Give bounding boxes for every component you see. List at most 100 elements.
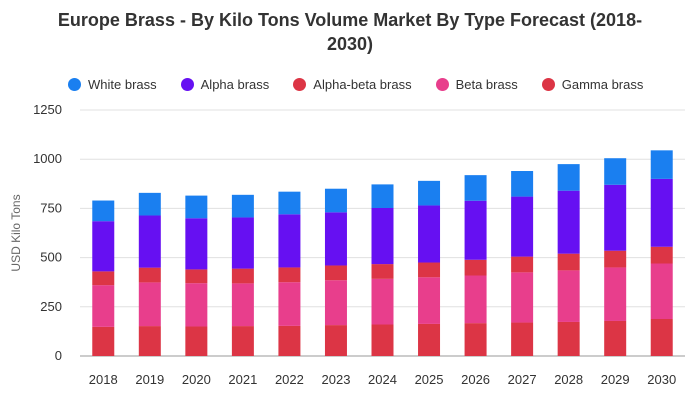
chart-legend: White brass Alpha brass Alpha-beta brass Be… [68, 75, 667, 93]
bar-segment[interactable] [185, 283, 208, 327]
bar-segment[interactable] [324, 188, 347, 213]
bar-segment[interactable] [231, 194, 254, 218]
bar-segment[interactable] [604, 320, 627, 356]
bar-segment[interactable] [92, 200, 115, 222]
chart-title-line-2: 2030) [326, 34, 374, 54]
bar-segment[interactable] [418, 277, 441, 324]
bar-segment[interactable] [418, 180, 441, 206]
bar-segment[interactable] [324, 265, 347, 281]
bar-segment[interactable] [278, 282, 301, 326]
bar-stack [511, 171, 534, 356]
bar-segment[interactable] [604, 250, 627, 268]
bar-segment[interactable] [371, 324, 394, 356]
bar-segment[interactable] [557, 321, 580, 356]
bar-segment[interactable] [138, 282, 161, 327]
x-tick-label: 2020 [182, 372, 211, 387]
bar-segment[interactable] [371, 208, 394, 265]
y-tick-label: 0 [55, 348, 62, 363]
bar-segment[interactable] [604, 184, 627, 251]
bar-segment[interactable] [464, 259, 487, 276]
legend-marker [180, 77, 194, 91]
y-tick-label: 500 [40, 250, 62, 265]
bar-segment[interactable] [650, 246, 673, 264]
bar-segment[interactable] [371, 264, 394, 279]
legend-marker [435, 77, 449, 91]
bar-segment[interactable] [557, 253, 580, 271]
bar-segment[interactable] [557, 164, 580, 191]
bar-segment[interactable] [138, 267, 161, 283]
bar-segment[interactable] [324, 280, 347, 326]
x-tick-label: 2018 [89, 372, 118, 387]
bar-segment[interactable] [278, 325, 301, 356]
bar-stack [92, 200, 115, 356]
y-tick-label: 1250 [33, 102, 62, 117]
bar-segment[interactable] [511, 272, 534, 323]
legend-item[interactable]: Alpha brass [180, 76, 270, 92]
bar-segment[interactable] [138, 215, 161, 268]
bar-segment[interactable] [650, 150, 673, 179]
bar-segment[interactable] [650, 319, 673, 356]
bar-segment[interactable] [511, 171, 534, 197]
bar-segment[interactable] [418, 323, 441, 356]
bar-segment[interactable] [231, 268, 254, 284]
bar-segment[interactable] [92, 326, 115, 356]
legend-item[interactable]: Alpha-beta brass [293, 76, 412, 92]
bar-segment[interactable] [138, 192, 161, 216]
bar-segment[interactable] [511, 196, 534, 257]
bar-segment[interactable] [557, 190, 580, 254]
bar-segment[interactable] [464, 175, 487, 201]
bar-segment[interactable] [557, 270, 580, 322]
bar-segment[interactable] [185, 269, 208, 284]
bar-stack [650, 150, 673, 356]
y-axis-label: USD Kilo Tons [9, 194, 23, 271]
bar-stack [604, 158, 627, 356]
bar-segment[interactable] [185, 326, 208, 356]
x-tick-label: 2019 [135, 372, 164, 387]
legend-label: Alpha-beta brass [313, 76, 412, 92]
bar-segment[interactable] [278, 191, 301, 215]
bar-segment[interactable] [231, 217, 254, 269]
bar-segment[interactable] [92, 285, 115, 327]
legend-item[interactable]: Beta brass [435, 77, 518, 92]
x-tick-label: 2027 [508, 372, 537, 387]
bar-segment[interactable] [604, 158, 627, 185]
bar-segment[interactable] [278, 267, 301, 283]
bar-segment[interactable] [650, 178, 673, 247]
bar-segment[interactable] [511, 322, 534, 356]
bar-segment[interactable] [371, 184, 394, 209]
bar-segment[interactable] [278, 214, 301, 268]
x-tick-label: 2025 [415, 372, 444, 387]
bar-segment[interactable] [604, 267, 627, 321]
bar-segment[interactable] [418, 262, 441, 278]
bar-segment[interactable] [185, 218, 208, 270]
bar-segment[interactable] [324, 212, 347, 266]
bar-segment[interactable] [650, 263, 673, 320]
bar-segment[interactable] [138, 326, 161, 356]
y-tick-label: 750 [40, 200, 62, 215]
x-tick-label: 2022 [275, 372, 304, 387]
y-axis-ticks: 0 250 500 750 1000 1250 [33, 102, 62, 363]
bar-segment[interactable] [511, 256, 534, 273]
bar-segment[interactable] [371, 278, 394, 325]
x-tick-label: 2026 [461, 372, 490, 387]
x-tick-label: 2023 [322, 372, 351, 387]
legend-item[interactable]: Gamma brass [541, 76, 644, 92]
legend-marker [68, 77, 81, 91]
bar-segment[interactable] [464, 275, 487, 324]
bar-segment[interactable] [92, 221, 115, 272]
bar-segment[interactable] [231, 326, 254, 356]
bar-segment[interactable] [92, 271, 115, 286]
bar-segment[interactable] [418, 205, 441, 263]
bar-stack [231, 194, 254, 356]
bar-segment[interactable] [231, 283, 254, 327]
bar-stack [324, 188, 347, 356]
bar-segment[interactable] [324, 325, 347, 356]
legend-item[interactable]: White brass [68, 77, 157, 92]
bar-segment[interactable] [464, 323, 487, 356]
x-axis-ticks: 2018 2019 2020 2021 2022 2023 2024 2025 2026 2027… [89, 372, 676, 387]
bar-segment[interactable] [464, 200, 487, 260]
legend-label: Alpha brass [200, 76, 270, 92]
bar-stacks [92, 150, 673, 356]
legend-label: Gamma brass [561, 76, 644, 92]
bar-segment[interactable] [185, 195, 208, 219]
